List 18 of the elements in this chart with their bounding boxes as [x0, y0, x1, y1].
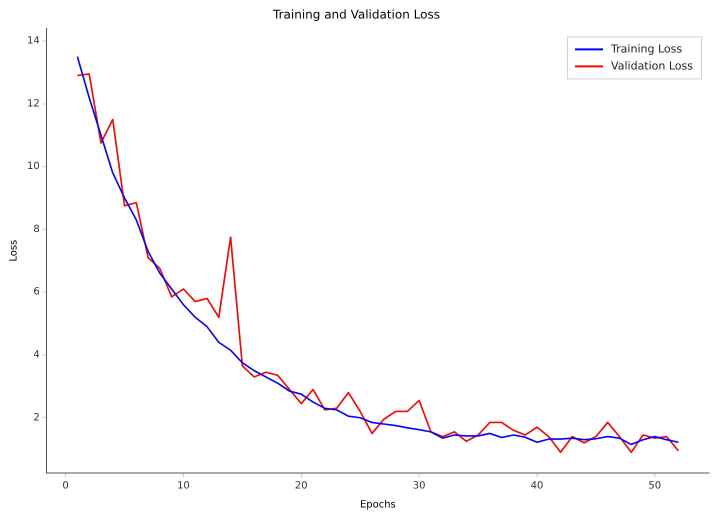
x-tick-label: 40 [530, 480, 544, 492]
y-axis-title: Loss [8, 240, 20, 262]
x-tick-label: 20 [294, 480, 308, 492]
y-tick-label: 8 [33, 224, 40, 235]
x-tick-label: 0 [62, 480, 69, 492]
y-tick-label: 4 [33, 350, 40, 361]
x-axis-title: Epochs [360, 500, 396, 511]
y-tick-label: 2 [33, 412, 40, 424]
legend-label: Validation Loss [611, 59, 694, 72]
y-tick-label: 14 [26, 36, 40, 47]
y-tick-label: 6 [33, 286, 40, 298]
y-tick-label: 10 [26, 161, 40, 172]
legend-label: Training Loss [610, 42, 682, 56]
chart-title: Training and Validation Loss [272, 7, 440, 22]
x-tick-label: 10 [177, 480, 190, 492]
y-tick-label: 12 [26, 98, 40, 110]
x-tick-label: 30 [412, 480, 426, 492]
x-tick-label: 50 [648, 480, 662, 492]
